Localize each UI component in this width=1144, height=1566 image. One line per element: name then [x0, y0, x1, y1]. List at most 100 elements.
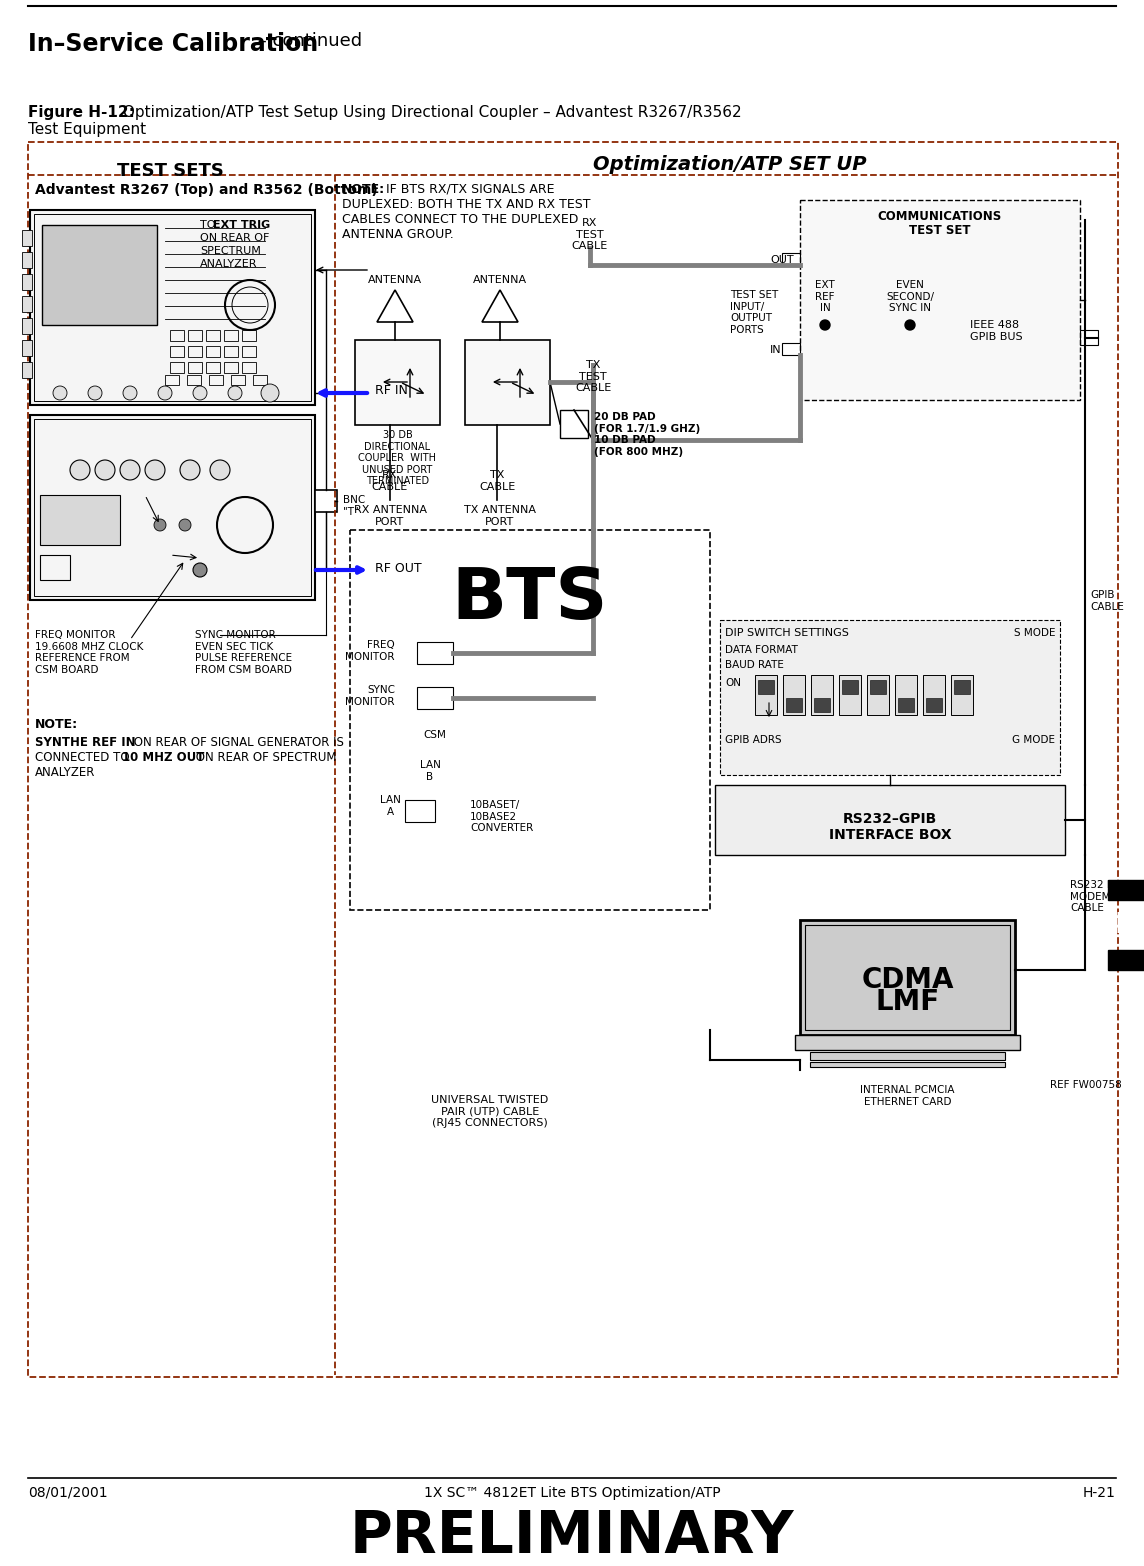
Bar	[27, 143, 1118, 1377]
Text: 08/01/2001: 08/01/2001	[27, 1486, 108, 1500]
Text: LAN
A: LAN A	[380, 796, 400, 816]
Bar	[34, 420, 311, 597]
Text: IEEE 488
GPIB BUS: IEEE 488 GPIB BUS	[970, 319, 1023, 341]
Text: RX
TEST
CABLE: RX TEST CABLE	[572, 218, 609, 251]
Text: S MODE: S MODE	[1014, 628, 1055, 637]
Text: OUT: OUT	[770, 255, 794, 265]
Bar	[350, 529, 710, 910]
Circle shape	[154, 518, 166, 531]
Bar	[22, 296, 32, 312]
Bar	[782, 254, 800, 265]
Text: RF IN: RF IN	[375, 385, 408, 398]
Text: Figure H-12:: Figure H-12:	[27, 105, 135, 121]
Bar	[253, 374, 267, 385]
Text: Optimization/ATP Test Setup Using Directional Coupler – Advantest R3267/R3562: Optimization/ATP Test Setup Using Direct…	[118, 105, 741, 121]
Circle shape	[120, 460, 140, 481]
Bar	[243, 362, 256, 373]
Bar	[22, 252, 32, 268]
Text: TX
TEST
CABLE: TX TEST CABLE	[575, 360, 611, 393]
Text: INTERNAL PCMCIA
ETHERNET CARD: INTERNAL PCMCIA ETHERNET CARD	[860, 1085, 955, 1107]
Circle shape	[820, 319, 831, 330]
Circle shape	[95, 460, 116, 481]
Bar	[1080, 330, 1098, 345]
Text: 10 MHZ OUT: 10 MHZ OUT	[122, 752, 205, 764]
Bar	[243, 330, 256, 341]
Circle shape	[70, 460, 90, 481]
Text: TEST SET
INPUT/
OUTPUT
PORTS: TEST SET INPUT/ OUTPUT PORTS	[730, 290, 778, 335]
Bar	[867, 675, 889, 716]
Text: NOTE:: NOTE:	[35, 717, 78, 731]
Bar	[243, 346, 256, 357]
Bar	[1109, 951, 1144, 969]
Bar	[22, 318, 32, 334]
Bar	[188, 346, 202, 357]
Bar	[22, 230, 32, 246]
Text: TEST SET: TEST SET	[909, 224, 971, 236]
Bar	[231, 374, 245, 385]
Bar	[951, 675, 974, 716]
Bar	[795, 1035, 1020, 1049]
Bar	[1109, 880, 1144, 900]
Bar	[22, 362, 32, 377]
Bar	[418, 687, 453, 709]
Circle shape	[261, 384, 279, 402]
Text: H-21: H-21	[1083, 1486, 1117, 1500]
Text: RF OUT: RF OUT	[375, 562, 422, 575]
Bar	[170, 330, 184, 341]
Bar	[224, 362, 238, 373]
Bar	[170, 362, 184, 373]
Bar	[811, 675, 833, 716]
Bar	[869, 680, 885, 694]
Text: RX
CABLE: RX CABLE	[372, 470, 408, 492]
Bar	[40, 554, 70, 579]
Bar	[30, 415, 315, 600]
Bar	[720, 620, 1060, 775]
Text: DIP SWITCH SETTINGS: DIP SWITCH SETTINGS	[725, 628, 849, 637]
Bar	[895, 675, 917, 716]
Bar	[224, 330, 238, 341]
Text: ON: ON	[725, 678, 741, 687]
Bar	[805, 926, 1010, 1030]
Text: PRELIMINARY: PRELIMINARY	[350, 1508, 794, 1564]
Text: ANTENNA: ANTENNA	[368, 276, 422, 285]
Bar	[188, 330, 202, 341]
Bar	[810, 1062, 1004, 1066]
Bar	[209, 374, 223, 385]
Text: GPIB
CABLE: GPIB CABLE	[1090, 590, 1123, 612]
Text: EVEN
SECOND/
SYNC IN: EVEN SECOND/ SYNC IN	[885, 280, 934, 313]
Circle shape	[88, 385, 102, 399]
Bar	[800, 919, 1015, 1035]
Bar	[954, 680, 970, 694]
Text: ON REAR OF SPECTRUM: ON REAR OF SPECTRUM	[192, 752, 336, 764]
Circle shape	[158, 385, 172, 399]
Bar	[418, 642, 453, 664]
Text: GPIB ADRS: GPIB ADRS	[725, 734, 781, 745]
Text: ANTENNA: ANTENNA	[472, 276, 527, 285]
Bar	[315, 490, 337, 512]
Bar	[34, 215, 311, 401]
Text: TEST SETS: TEST SETS	[117, 161, 223, 180]
Text: RS232 NULL
MODEM
CABLE: RS232 NULL MODEM CABLE	[1070, 880, 1134, 913]
Text: BAUD RATE: BAUD RATE	[725, 659, 784, 670]
Text: 20 DB PAD
(FOR 1.7/1.9 GHZ)
10 DB PAD
(FOR 800 MHZ): 20 DB PAD (FOR 1.7/1.9 GHZ) 10 DB PAD (F…	[594, 412, 700, 457]
Text: FREQ MONITOR
19.6608 MHZ CLOCK
REFERENCE FROM
CSM BOARD: FREQ MONITOR 19.6608 MHZ CLOCK REFERENCE…	[35, 630, 143, 675]
Circle shape	[193, 385, 207, 399]
Text: – continued: – continued	[252, 31, 363, 50]
Circle shape	[905, 319, 915, 330]
Text: 1X SC™ 4812ET Lite BTS Optimization/ATP: 1X SC™ 4812ET Lite BTS Optimization/ATP	[423, 1486, 721, 1500]
Text: RX ANTENNA
PORT: RX ANTENNA PORT	[353, 504, 427, 526]
Text: ON REAR OF SIGNAL GENERATOR IS: ON REAR OF SIGNAL GENERATOR IS	[130, 736, 344, 749]
Text: EXT
REF
IN: EXT REF IN	[816, 280, 835, 313]
Circle shape	[193, 564, 207, 576]
Text: CSM: CSM	[423, 730, 446, 741]
Bar	[923, 675, 945, 716]
Bar	[561, 410, 588, 438]
Text: COMMUNICATIONS: COMMUNICATIONS	[877, 210, 1002, 222]
Text: TX
CABLE: TX CABLE	[479, 470, 515, 492]
Bar	[405, 800, 435, 822]
Text: CDMA: CDMA	[861, 966, 954, 993]
Circle shape	[145, 460, 165, 481]
Bar	[170, 346, 184, 357]
Text: UNIVERSAL TWISTED
PAIR (UTP) CABLE
(RJ45 CONNECTORS): UNIVERSAL TWISTED PAIR (UTP) CABLE (RJ45…	[431, 1095, 549, 1128]
Text: ON REAR OF: ON REAR OF	[200, 233, 269, 243]
